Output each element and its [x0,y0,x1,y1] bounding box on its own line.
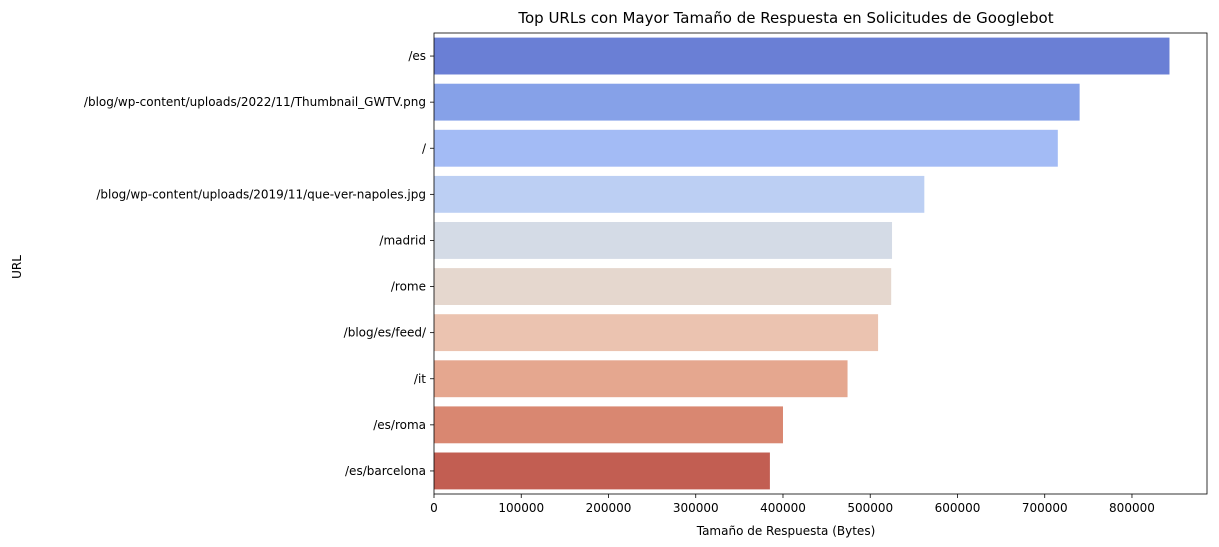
x-tick-label: 400000 [760,501,806,515]
bar [434,452,770,490]
bar [434,37,1170,75]
y-tick-label: /madrid [379,233,426,247]
y-tick-label: /es [408,49,426,63]
bar [434,314,879,352]
bar [434,222,893,259]
y-tick-label: /es/barcelona [345,464,426,478]
y-tick-label: /it [414,372,426,386]
y-tick-label: /blog/wp-content/uploads/2019/11/que-ver… [96,187,426,201]
x-tick-label: 700000 [1022,501,1068,515]
x-tick-label: 100000 [498,501,544,515]
x-tick-label: 0 [430,501,438,515]
x-axis-label: Tamaño de Respuesta (Bytes) [696,524,876,538]
x-tick-label: 200000 [586,501,632,515]
y-tick-label: /es/roma [373,418,426,432]
plot-frame [433,32,1208,495]
x-tick-label: 300000 [673,501,719,515]
y-axis-label: URL [10,255,24,279]
x-tick-label: 800000 [1109,501,1155,515]
bar [434,406,783,444]
y-tick-label: /rome [391,280,426,294]
bar [434,175,925,213]
bars-layer [434,37,1170,490]
axes-layer: /es/blog/wp-content/uploads/2022/11/Thum… [84,32,1208,515]
chart-title: Top URLs con Mayor Tamaño de Respuesta e… [517,9,1053,27]
bar [434,360,848,398]
bar [434,129,1058,167]
bar [434,83,1080,121]
bar [434,268,892,305]
y-tick-label: /blog/wp-content/uploads/2022/11/Thumbna… [84,95,426,109]
y-tick-label: / [422,141,427,155]
y-tick-label: /blog/es/feed/ [344,326,427,340]
x-tick-label: 600000 [935,501,981,515]
x-tick-label: 500000 [847,501,893,515]
